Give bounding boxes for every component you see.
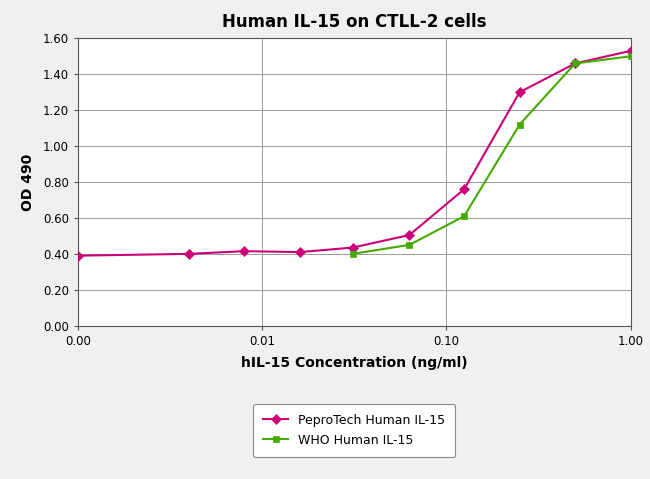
PeproTech Human IL-15 [571, 61, 579, 67]
PeproTech Human IL-15 [460, 186, 468, 192]
PeproTech Human IL-15 [240, 248, 248, 254]
Line: WHO Human IL-15: WHO Human IL-15 [349, 53, 634, 257]
PeproTech Human IL-15 [406, 232, 413, 238]
X-axis label: hIL-15 Concentration (ng/ml): hIL-15 Concentration (ng/ml) [241, 356, 467, 370]
Y-axis label: OD 490: OD 490 [21, 153, 34, 211]
PeproTech Human IL-15 [515, 89, 523, 95]
PeproTech Human IL-15 [296, 249, 304, 255]
WHO Human IL-15 [571, 61, 579, 67]
WHO Human IL-15 [515, 122, 523, 127]
PeproTech Human IL-15 [627, 48, 634, 54]
PeproTech Human IL-15 [349, 245, 357, 251]
Line: PeproTech Human IL-15: PeproTech Human IL-15 [75, 47, 634, 259]
WHO Human IL-15 [406, 242, 413, 248]
WHO Human IL-15 [460, 213, 468, 219]
Title: Human IL-15 on CTLL-2 cells: Human IL-15 on CTLL-2 cells [222, 13, 486, 31]
WHO Human IL-15 [349, 251, 357, 257]
Legend: PeproTech Human IL-15, WHO Human IL-15: PeproTech Human IL-15, WHO Human IL-15 [254, 404, 455, 457]
PeproTech Human IL-15 [74, 253, 82, 259]
WHO Human IL-15 [627, 54, 634, 59]
PeproTech Human IL-15 [185, 251, 193, 257]
